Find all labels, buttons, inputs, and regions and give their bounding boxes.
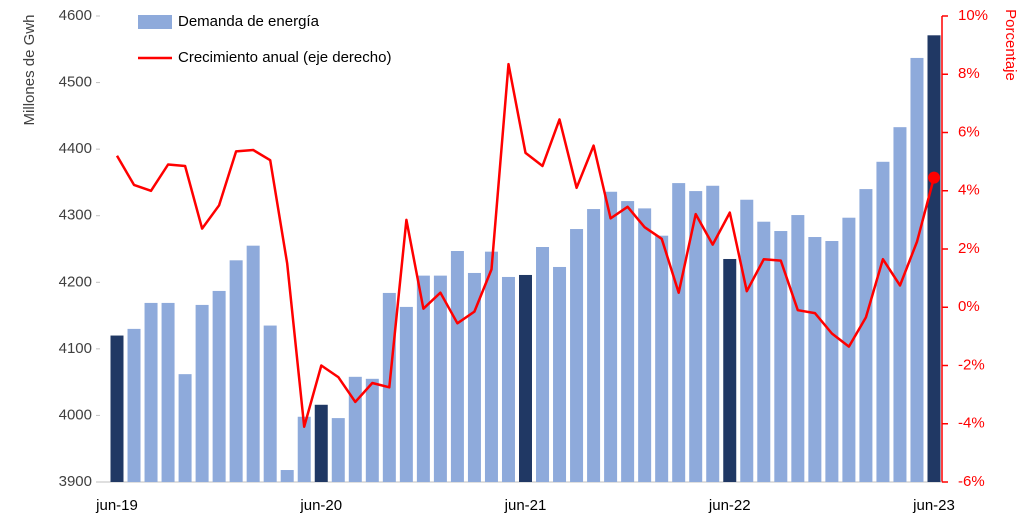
line: [115, 62, 936, 428]
bar: [519, 274, 532, 482]
bar: [536, 247, 550, 482]
x-tick-label: jun-20: [299, 497, 342, 514]
y2-tick-label: 6%: [958, 123, 980, 140]
bar: [808, 237, 822, 482]
bar: [450, 250, 464, 482]
bar: [348, 376, 362, 482]
legend-label: Demanda de energía: [178, 13, 320, 30]
bar: [161, 302, 175, 482]
x-tick-label: jun-23: [912, 497, 955, 514]
bar: [416, 275, 430, 482]
bar: [399, 306, 413, 482]
bar: [195, 304, 209, 482]
y-tick-label: 4100: [59, 340, 92, 357]
bar: [604, 191, 618, 482]
x-tick-label: jun-19: [95, 497, 138, 514]
y2-tick-label: 8%: [958, 65, 980, 82]
bar: [127, 328, 141, 482]
bar: [689, 191, 703, 482]
bar: [791, 215, 805, 482]
bar: [501, 276, 515, 482]
bar: [757, 221, 771, 482]
y2-tick-label: 10%: [958, 7, 988, 24]
bar: [246, 245, 260, 482]
bar: [433, 275, 447, 482]
bar: [144, 302, 158, 482]
bar: [774, 231, 788, 482]
y-tick-label: 4000: [59, 406, 92, 423]
bar: [859, 189, 873, 483]
point-marker: [928, 171, 940, 184]
bar: [893, 127, 907, 482]
y2-tick-label: -4%: [958, 415, 985, 432]
y-axis-title: Millones de Gwh: [21, 15, 38, 126]
y-tick-label: 3900: [59, 473, 92, 490]
y-tick-label: 4400: [59, 140, 92, 157]
bar: [570, 229, 584, 482]
y2-tick-label: 4%: [958, 182, 980, 199]
bar: [280, 470, 294, 482]
bar: [365, 378, 379, 482]
bar: [212, 290, 226, 482]
legend-swatch: [138, 15, 172, 29]
y2-tick-label: 0%: [958, 298, 980, 315]
x-tick-label: jun-21: [504, 497, 547, 514]
bar: [910, 57, 924, 482]
bar: [825, 241, 839, 482]
bar: [842, 217, 856, 482]
bar: [553, 266, 567, 482]
x-tick-label: jun-22: [708, 497, 751, 514]
bar: [706, 185, 720, 482]
y2-tick-label: 2%: [958, 240, 980, 257]
bar: [314, 404, 328, 482]
bar: [467, 272, 481, 482]
legend-label: Crecimiento anual (eje derecho): [178, 49, 391, 66]
bar: [484, 251, 498, 482]
bar: [263, 325, 277, 482]
bar: [331, 418, 345, 482]
y2-axis-title: Porcentaje: [1002, 9, 1019, 81]
bar: [229, 260, 243, 482]
y-tick-label: 4600: [59, 7, 92, 24]
y2-tick-label: -2%: [958, 356, 985, 373]
bar: [740, 199, 754, 483]
bar: [876, 161, 890, 482]
bar: [723, 258, 737, 482]
bar: [927, 35, 941, 482]
bar: [110, 335, 124, 482]
y-tick-label: 4200: [59, 273, 92, 290]
bar: [587, 209, 601, 483]
bar: [672, 183, 686, 482]
bar: [638, 208, 652, 483]
bar: [178, 374, 192, 482]
y-tick-label: 4500: [59, 74, 92, 91]
bar: [621, 201, 635, 482]
bar: [297, 416, 311, 482]
bar: [655, 235, 669, 482]
y2-tick-label: -6%: [958, 473, 985, 490]
y-tick-label: 4300: [59, 207, 92, 224]
